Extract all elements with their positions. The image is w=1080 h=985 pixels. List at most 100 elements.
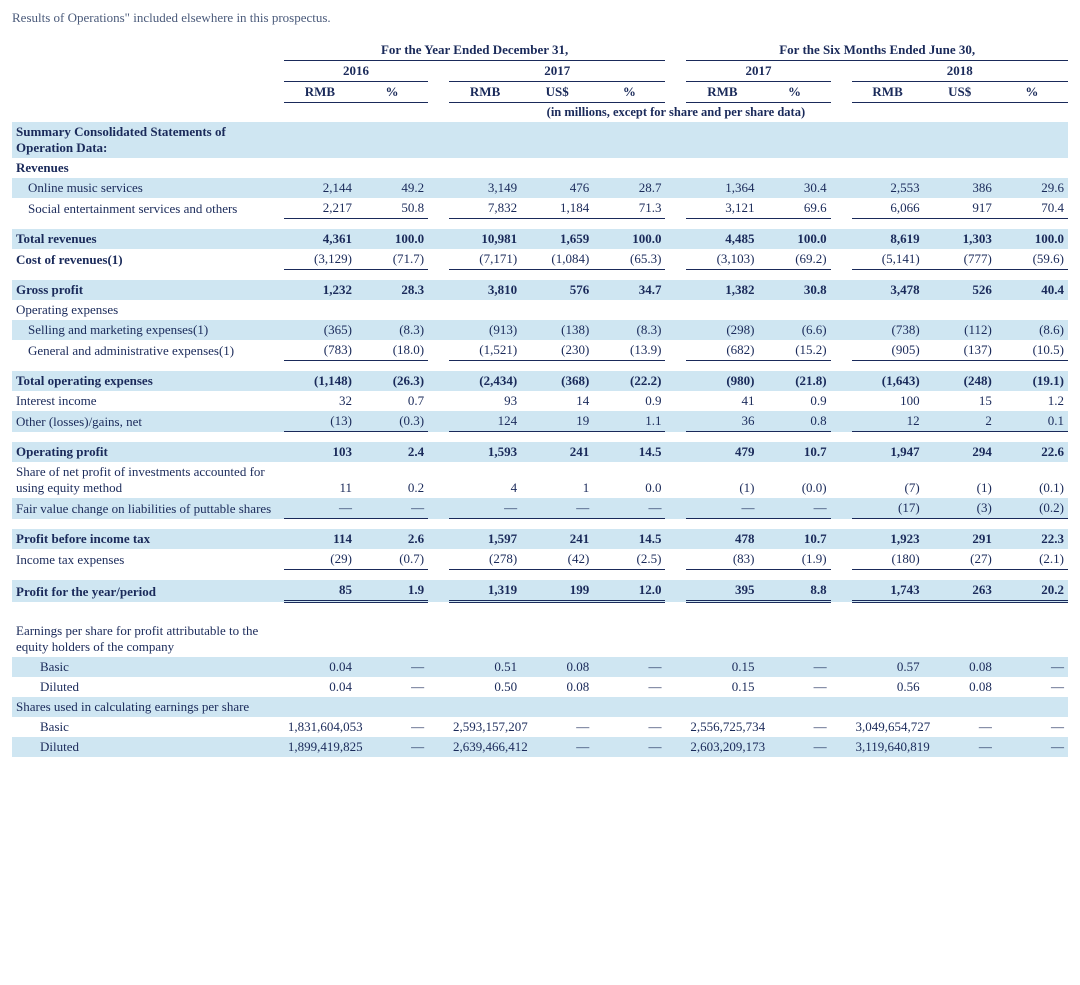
cell: 2,603,209,173 [686,737,758,757]
row-equity-method: Share of net profit of investments accou… [12,462,1068,498]
cell: (278) [449,549,521,570]
cell: (3) [924,498,996,519]
row-summary-title: Summary Consolidated Statements of Opera… [12,122,1068,158]
cell: 69.6 [758,198,830,219]
cell: 263 [924,580,996,602]
hdr-col: RMB [686,82,758,103]
cell: (6.6) [758,320,830,340]
row-eps-basic: Basic 0.04 — 0.51 0.08 — 0.15 — 0.57 0.0… [12,657,1068,677]
cell: 1,659 [521,229,593,249]
cell: — [356,717,428,737]
row-label: Interest income [12,391,284,411]
cell: 291 [924,529,996,549]
cell: — [758,737,830,757]
cell: — [996,677,1068,697]
cell: 12.0 [593,580,665,602]
hdr-col: US$ [521,82,593,103]
cell: 1,184 [521,198,593,219]
cell: 0.50 [449,677,521,697]
financial-table: For the Year Ended December 31, For the … [12,40,1068,757]
cell: (365) [284,320,356,340]
cell: 19 [521,411,593,432]
cell: 0.51 [449,657,521,677]
cell: 1,947 [852,442,924,462]
cell: — [758,498,830,519]
cell: (15.2) [758,340,830,361]
cell: 30.4 [758,178,830,198]
cell: 3,478 [852,280,924,300]
row-opex-title: Operating expenses [12,300,1068,320]
cell: (1,521) [449,340,521,361]
hdr-col: % [593,82,665,103]
cell: 526 [924,280,996,300]
row-label: Income tax expenses [12,549,284,570]
cell: 6,066 [852,198,924,219]
row-eps-header: Earnings per share for profit attributab… [12,621,1068,657]
row-pbt: Profit before income tax 114 2.6 1,597 2… [12,529,1068,549]
cell: 0.56 [852,677,924,697]
cell: 40.4 [996,280,1068,300]
cell: 14.5 [593,529,665,549]
cell: 1.1 [593,411,665,432]
cell: 0.8 [758,411,830,432]
row-interest-income: Interest income 32 0.7 93 14 0.9 41 0.9 … [12,391,1068,411]
cell: (298) [686,320,758,340]
cell: 11 [284,462,356,498]
cell: — [356,657,428,677]
cell: 0.08 [924,657,996,677]
row-label: Online music services [12,178,284,198]
row-label: Operating profit [12,442,284,462]
cell: 71.3 [593,198,665,219]
cell: 100.0 [996,229,1068,249]
summary-title: Summary Consolidated Statements of Opera… [12,122,284,158]
cell: 2,144 [284,178,356,198]
cell: (1) [686,462,758,498]
cell: (83) [686,549,758,570]
cell: 3,810 [449,280,521,300]
cell: (1,643) [852,371,924,391]
row-label: Share of net profit of investments accou… [12,462,284,498]
cell: 124 [449,411,521,432]
cell: — [593,677,665,697]
cell: 0.9 [758,391,830,411]
cell: 479 [686,442,758,462]
cell: (368) [521,371,593,391]
cell: 0.08 [521,677,593,697]
cell: 1,382 [686,280,758,300]
cell: 199 [521,580,593,602]
cell: 0.0 [593,462,665,498]
cell: 476 [521,178,593,198]
cell: 0.7 [356,391,428,411]
cell: (0.7) [356,549,428,570]
cell: 1,364 [686,178,758,198]
row-label: Social entertainment services and others [12,198,284,219]
cell: (913) [449,320,521,340]
row-tax: Income tax expenses (29) (0.7) (278) (42… [12,549,1068,570]
cell: 22.3 [996,529,1068,549]
cell: 0.2 [356,462,428,498]
cell: 2,556,725,734 [686,717,758,737]
row-other: Other (losses)/gains, net (13) (0.3) 124… [12,411,1068,432]
cell: 12 [852,411,924,432]
row-social-ent: Social entertainment services and others… [12,198,1068,219]
row-label: Basic [12,657,284,677]
cell: — [521,717,593,737]
cell: 114 [284,529,356,549]
row-label: Profit before income tax [12,529,284,549]
cell: (1,084) [521,249,593,270]
cell: (27) [924,549,996,570]
cell: 1,923 [852,529,924,549]
shares-header: Shares used in calculating earnings per … [12,697,284,717]
cell: (10.5) [996,340,1068,361]
cell: (138) [521,320,593,340]
cell: 2,217 [284,198,356,219]
row-label: Diluted [12,737,284,757]
cell: — [758,677,830,697]
hdr-col: % [356,82,428,103]
cell: 1,831,604,053 [284,717,356,737]
hdr-year-ended: For the Year Ended December 31, [284,40,666,61]
cell: 2,593,157,207 [449,717,521,737]
cell: — [996,657,1068,677]
row-gross-profit: Gross profit 1,232 28.3 3,810 576 34.7 1… [12,280,1068,300]
cell: (7,171) [449,249,521,270]
